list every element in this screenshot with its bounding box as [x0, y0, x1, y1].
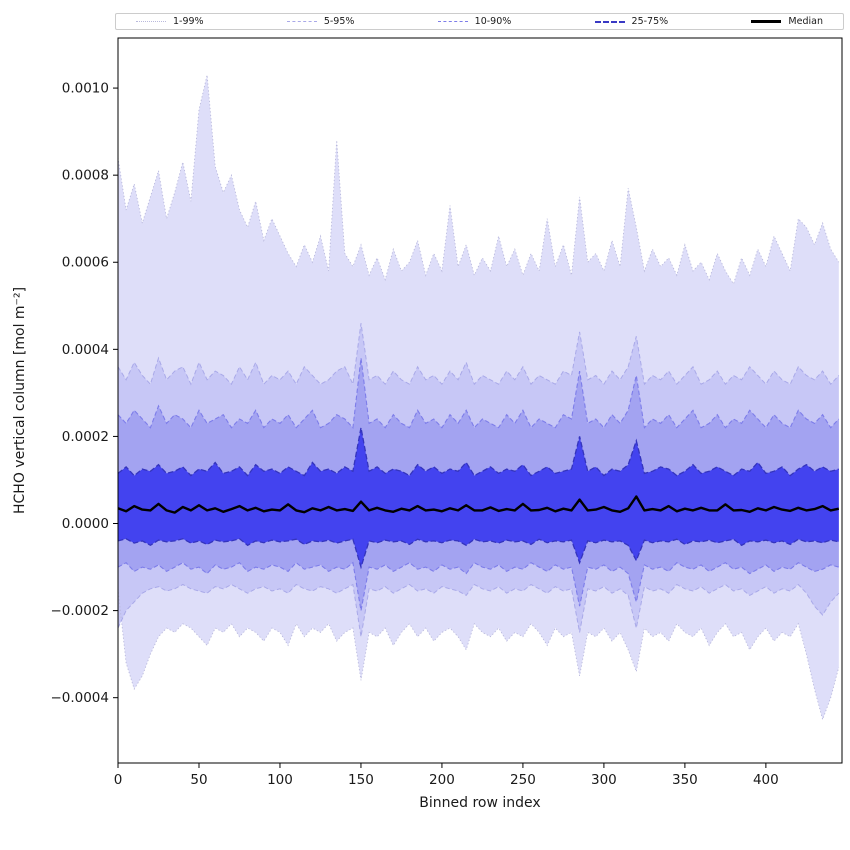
x-tick-label: 200 — [429, 772, 455, 788]
legend-entry-median: Median — [751, 17, 823, 27]
legend-line-sample-1-99 — [136, 21, 166, 22]
x-tick-label: 100 — [267, 772, 293, 788]
p95-line — [117, 323, 840, 386]
band-25-75%-fill — [118, 427, 839, 568]
x-tick-label: 50 — [190, 772, 207, 788]
legend-label: 10-90% — [474, 15, 512, 27]
legend-line-sample-10-90 — [437, 21, 468, 22]
legend-entry-25-75: 25-75% — [594, 15, 669, 27]
legend-label: 5-95% — [323, 15, 355, 27]
x-tick-label: 300 — [591, 772, 617, 788]
median-line — [117, 495, 840, 514]
legend-line-sample-5-95 — [286, 21, 317, 22]
x-tick-label: 400 — [753, 772, 779, 788]
x-tick-label: 150 — [348, 772, 374, 788]
legend-entry-10-90: 10-90% — [437, 15, 512, 27]
y-tick-label: 0.0004 — [62, 342, 109, 358]
x-tick-label: 0 — [114, 772, 123, 788]
y-tick-label: 0.0002 — [62, 429, 109, 445]
y-tick-label: 0.0000 — [62, 516, 109, 532]
legend: 1-99% 5-95% 10-90% 25-75% Median — [115, 13, 844, 30]
x-tick-label: 250 — [510, 772, 536, 788]
p99-line — [117, 74, 840, 286]
plot-frame — [117, 37, 843, 764]
y-tick-label: 0.0006 — [62, 255, 109, 271]
p25-line — [117, 538, 839, 570]
legend-label: 25-75% — [631, 15, 669, 27]
legend-line-sample-median — [751, 20, 782, 23]
x-axis-label: Binned row index — [419, 795, 540, 811]
legend-entry-1-99: 1-99% — [136, 17, 204, 27]
p1-line — [117, 588, 840, 721]
p90-line — [117, 357, 840, 429]
y-tick-label: 0.0010 — [62, 81, 109, 97]
p75-line — [117, 427, 839, 477]
y-tick-label: 0.0008 — [62, 168, 109, 184]
legend-entry-5-95: 5-95% — [286, 15, 355, 27]
y-tick-label: −0.0002 — [50, 603, 109, 619]
legend-label: 1-99% — [173, 15, 204, 27]
y-tick-label: −0.0004 — [50, 690, 109, 706]
x-tick-label: 350 — [672, 772, 698, 788]
legend-line-sample-25-75 — [594, 20, 625, 23]
legend-label: Median — [788, 15, 823, 27]
y-axis-label: HCHO vertical column [mol m⁻²] — [12, 287, 28, 514]
p10-line — [117, 561, 839, 611]
